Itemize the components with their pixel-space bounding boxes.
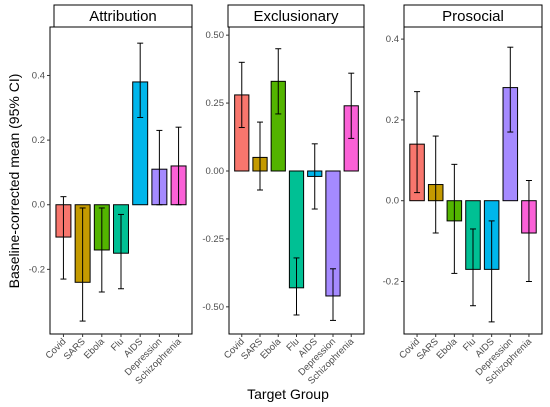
facet-title: Attribution bbox=[89, 8, 157, 25]
x-tick-label: Ebola bbox=[435, 336, 460, 361]
x-tick-label: SARS bbox=[415, 336, 441, 362]
y-tick-label: 0.2 bbox=[32, 135, 45, 146]
y-tick-label: 0.4 bbox=[32, 70, 45, 81]
y-tick-label: 0.50 bbox=[206, 30, 225, 41]
y-tick-label: 0.00 bbox=[206, 166, 225, 177]
y-axis-title: Baseline-corrected mean (95% CI) bbox=[6, 74, 22, 289]
x-tick-label: SARS bbox=[62, 336, 88, 362]
y-tick-label: -0.50 bbox=[202, 302, 224, 313]
x-tick-label: Ebola bbox=[258, 336, 283, 361]
x-axis-title: Target Group bbox=[247, 386, 329, 402]
y-tick-label: 0.0 bbox=[386, 196, 399, 207]
y-tick-label: -0.2 bbox=[29, 264, 45, 275]
y-tick-label: 0.0 bbox=[32, 200, 45, 211]
y-tick-label: 0.2 bbox=[386, 115, 399, 126]
facet-title: Exclusionary bbox=[253, 8, 339, 25]
y-tick-label: 0.4 bbox=[386, 34, 399, 45]
facet-title: Prosocial bbox=[442, 8, 504, 25]
y-tick-label: -0.2 bbox=[383, 276, 399, 287]
y-tick-label: 0.25 bbox=[206, 98, 225, 109]
panel-exclusionary: Exclusionary-0.50-0.250.000.250.50CovidS… bbox=[202, 4, 365, 387]
x-tick-label: Ebola bbox=[82, 336, 107, 361]
y-tick-label: -0.25 bbox=[202, 234, 224, 245]
